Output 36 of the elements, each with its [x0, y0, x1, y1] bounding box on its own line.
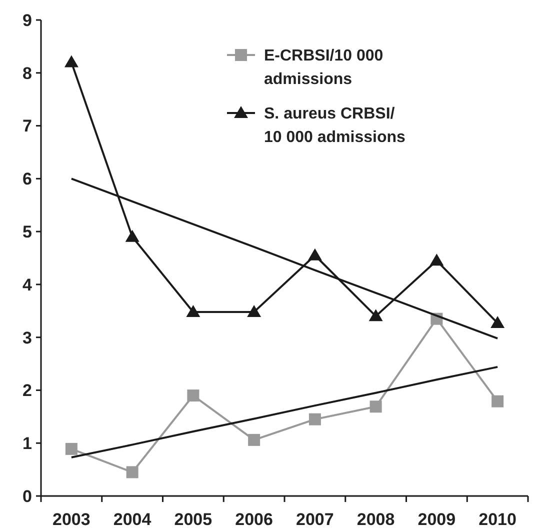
point — [248, 434, 260, 446]
point — [430, 254, 444, 266]
y-tick-label: 5 — [22, 222, 32, 242]
y-tick-label: 9 — [22, 10, 32, 30]
point — [370, 400, 382, 413]
point — [492, 395, 504, 408]
x-tick-label: 2005 — [174, 510, 212, 529]
point — [186, 304, 200, 317]
point — [308, 413, 321, 426]
x-tick-label: 2008 — [356, 510, 395, 529]
x-tick-label: 2006 — [235, 510, 273, 529]
x-tick-label: 2007 — [296, 510, 334, 529]
y-tick-label: 3 — [22, 328, 32, 348]
x-tick-label: 2009 — [418, 510, 456, 529]
legend-label: E-CRBSI/10 000 admissions — [264, 48, 384, 88]
y-tick-label: 1 — [22, 434, 32, 454]
x-tick-label: 2010 — [478, 510, 516, 529]
point — [187, 390, 200, 402]
line-series — [70, 366, 499, 458]
point — [65, 442, 78, 455]
x-tick-label: 2003 — [52, 510, 90, 529]
legend-label: S. aureus CRBSI/ 10 000 admissions — [264, 106, 406, 146]
y-tick-label: 0 — [22, 486, 32, 506]
point — [126, 466, 138, 478]
y-tick-label: 6 — [22, 170, 32, 189]
y-tick-label: 8 — [22, 64, 32, 83]
x-tick-label: 2004 — [113, 510, 152, 529]
y-tick-label: 4 — [22, 275, 33, 294]
point — [125, 230, 140, 242]
y-tick-label: 7 — [22, 116, 32, 136]
point — [308, 248, 322, 260]
y-tick-label: 2 — [22, 381, 32, 400]
point — [490, 316, 505, 328]
point — [64, 55, 78, 68]
point — [247, 304, 262, 317]
point — [368, 309, 383, 322]
